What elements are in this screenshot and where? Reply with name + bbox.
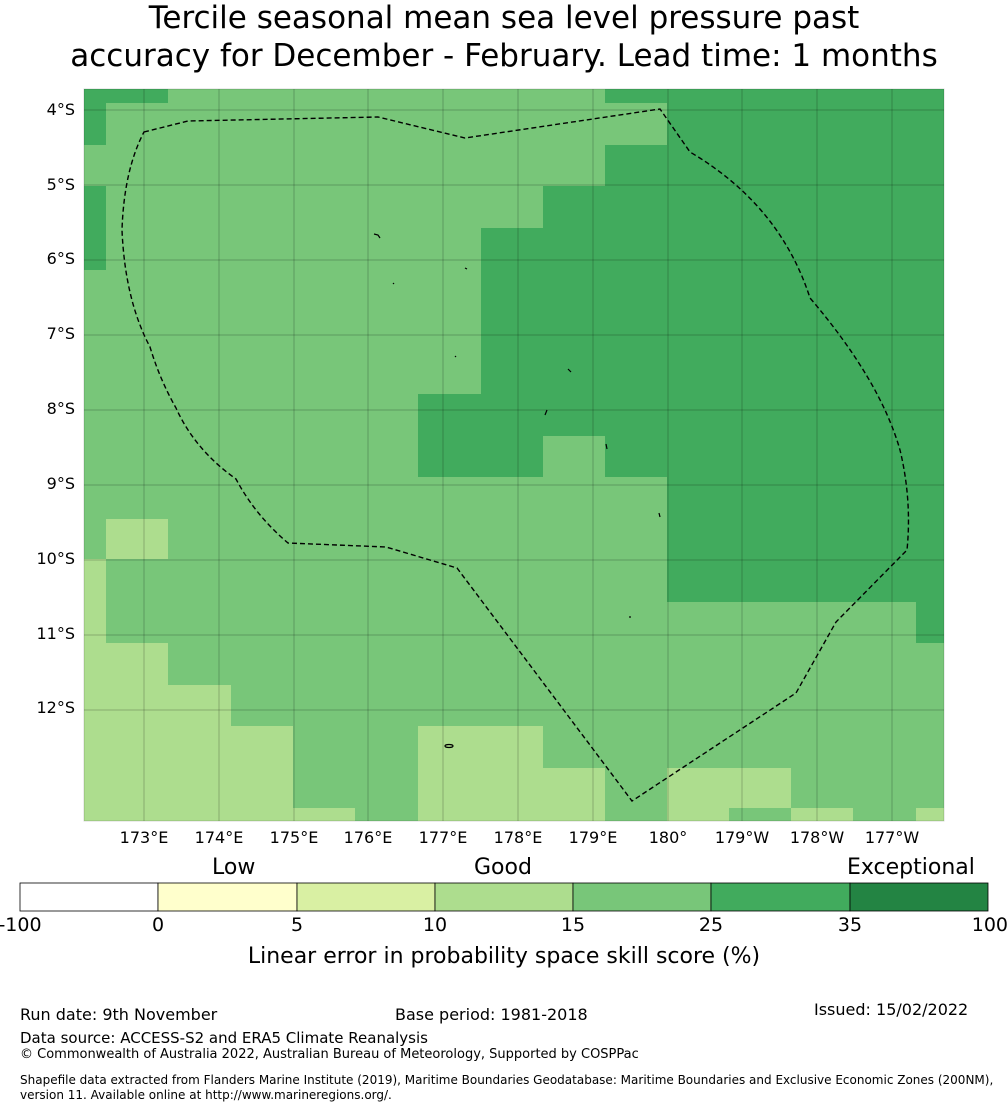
map-frame bbox=[83, 88, 945, 822]
island bbox=[544, 409, 548, 416]
island bbox=[658, 512, 661, 518]
cell bbox=[543, 768, 605, 821]
cell bbox=[481, 228, 944, 394]
cell bbox=[667, 477, 944, 602]
lon-label: 175°E bbox=[269, 828, 319, 847]
lat-label: 6°S bbox=[46, 249, 75, 268]
colorbar-segment bbox=[710, 882, 851, 912]
cell bbox=[84, 103, 106, 145]
cell bbox=[418, 726, 543, 821]
cell bbox=[605, 436, 944, 477]
lon-label: 173°E bbox=[119, 828, 169, 847]
colorbar-title: Linear error in probability space skill … bbox=[247, 944, 761, 969]
lon-label: 178°W bbox=[789, 828, 845, 847]
colorbar-segment bbox=[157, 882, 298, 912]
shapefile-credit: Shapefile data extracted from Flanders M… bbox=[20, 1073, 994, 1102]
colorbar-tick: 35 bbox=[837, 914, 863, 936]
island bbox=[605, 443, 608, 450]
cell bbox=[916, 602, 944, 643]
cell bbox=[791, 808, 853, 821]
lat-label: 5°S bbox=[46, 175, 75, 194]
island bbox=[392, 282, 395, 285]
cell bbox=[84, 726, 293, 821]
islands bbox=[373, 233, 661, 749]
lon-label: 177°E bbox=[418, 828, 468, 847]
colorbar-tick: 15 bbox=[560, 914, 586, 936]
colorbar-tick: 5 bbox=[290, 914, 304, 936]
island bbox=[567, 368, 572, 373]
map-title-line1: Tercile seasonal mean sea level pressure… bbox=[148, 0, 860, 36]
colorbar-tick: 25 bbox=[698, 914, 724, 936]
island bbox=[464, 267, 468, 270]
cell bbox=[418, 436, 543, 477]
cell bbox=[84, 186, 106, 270]
lat-label: 8°S bbox=[46, 399, 75, 418]
cell bbox=[667, 103, 944, 145]
cell bbox=[84, 685, 231, 726]
cell bbox=[667, 768, 791, 808]
copyright: © Commonwealth of Australia 2022, Austra… bbox=[20, 1047, 639, 1062]
colorbar-segment bbox=[434, 882, 574, 912]
lat-label: 4°S bbox=[46, 100, 75, 119]
colorbar-segment bbox=[19, 882, 159, 912]
lon-label: 174°E bbox=[194, 828, 244, 847]
island bbox=[454, 355, 457, 358]
run-date: Run date: 9th November bbox=[20, 1005, 218, 1024]
base-period: Base period: 1981-2018 bbox=[395, 1005, 588, 1024]
lon-label: 177°W bbox=[864, 828, 920, 847]
category-low: Low bbox=[212, 855, 256, 880]
map-title-line2: accuracy for December - February. Lead t… bbox=[70, 38, 938, 74]
lat-label: 9°S bbox=[46, 474, 75, 493]
lon-label: 180° bbox=[648, 828, 688, 847]
data-source: Data source: ACCESS-S2 and ERA5 Climate … bbox=[20, 1029, 428, 1047]
lat-label: 10°S bbox=[36, 549, 75, 568]
lon-label: 178°E bbox=[493, 828, 543, 847]
category-good: Good bbox=[474, 855, 532, 880]
colorbar-tick: 0 bbox=[151, 914, 165, 936]
issued-date: Issued: 15/02/2022 bbox=[814, 1000, 969, 1019]
island bbox=[444, 743, 454, 749]
cell bbox=[605, 145, 944, 186]
cell bbox=[543, 186, 944, 228]
cell bbox=[84, 559, 106, 643]
colorbar-segment bbox=[572, 882, 712, 912]
colorbar-tick: -100 bbox=[0, 914, 42, 936]
category-exceptional: Exceptional bbox=[847, 855, 975, 880]
colorbar bbox=[19, 882, 989, 912]
lon-label: 179°E bbox=[568, 828, 618, 847]
colorbar-segment bbox=[296, 882, 436, 912]
cell bbox=[106, 519, 168, 559]
lat-label: 12°S bbox=[36, 698, 75, 717]
lat-label: 11°S bbox=[36, 624, 75, 643]
cell bbox=[293, 808, 355, 821]
colorbar-tick: 100 bbox=[971, 914, 1008, 936]
eez-boundary bbox=[121, 108, 910, 802]
island bbox=[373, 233, 381, 239]
cell bbox=[916, 808, 944, 821]
cell bbox=[605, 89, 944, 103]
lower-skill-cells bbox=[84, 519, 944, 821]
gridlines bbox=[84, 89, 944, 821]
cell bbox=[418, 394, 944, 436]
cell bbox=[667, 808, 729, 821]
lon-label: 176°E bbox=[343, 828, 393, 847]
colorbar-tick: 10 bbox=[422, 914, 448, 936]
lat-label: 7°S bbox=[46, 324, 75, 343]
colorbar-segment bbox=[849, 882, 989, 912]
cell bbox=[84, 89, 168, 103]
cell bbox=[84, 643, 168, 685]
lon-label: 179°W bbox=[714, 828, 770, 847]
high-skill-cells bbox=[84, 89, 944, 643]
skill-map bbox=[19, 88, 989, 912]
